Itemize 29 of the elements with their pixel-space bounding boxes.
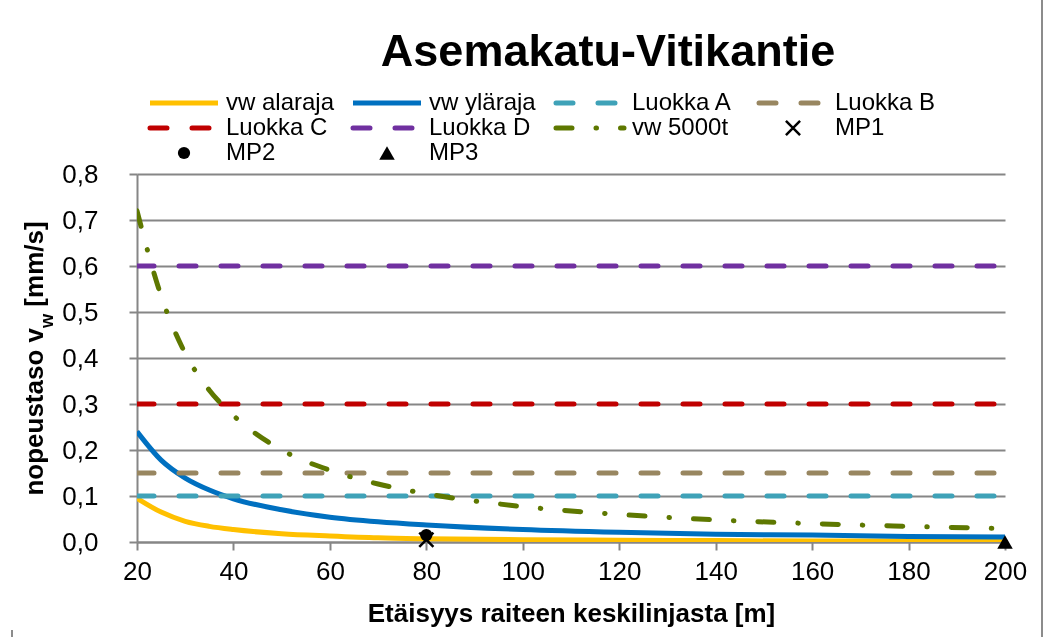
chart-title: Asemakatu-Vitikantie [380, 25, 836, 76]
x-tick-label: 40 [219, 555, 249, 586]
x-tick-label: 120 [598, 555, 642, 586]
x-tick-label: 80 [412, 555, 442, 586]
x-tick-label: 100 [501, 555, 545, 586]
x-tick-label: 180 [887, 555, 931, 586]
legend-label: Luokka A [632, 88, 731, 115]
y-tick-label: 0,0 [62, 526, 99, 557]
y-tick-label: 0,5 [62, 296, 99, 327]
y-tick-label: 0,6 [62, 250, 99, 281]
legend-label: vw 5000t [632, 113, 729, 140]
legend-label: vw alaraja [226, 88, 335, 115]
y-tick-label: 0,1 [62, 480, 99, 511]
x-tick-label: 60 [315, 555, 345, 586]
legend-label: MP3 [429, 138, 479, 165]
x-tick-label: 160 [790, 555, 835, 586]
x-tick-label: 140 [694, 555, 738, 586]
legend-label: Luokka B [835, 88, 936, 115]
y-tick-label: 0,2 [62, 434, 99, 465]
y-tick-label: 0,8 [62, 158, 99, 189]
legend-label: vw yläraja [429, 88, 537, 115]
legend-label: MP1 [835, 113, 885, 140]
y-tick-label: 0,7 [62, 204, 99, 235]
x-tick-label: 200 [983, 555, 1028, 586]
y-tick-label: 0,4 [62, 342, 99, 373]
legend-label: MP2 [226, 138, 276, 165]
x-tick-label: 20 [123, 555, 152, 586]
y-tick-label: 0,3 [62, 388, 99, 419]
x-axis-title: Etäisyys raiteen keskilinjasta [m] [367, 597, 776, 628]
